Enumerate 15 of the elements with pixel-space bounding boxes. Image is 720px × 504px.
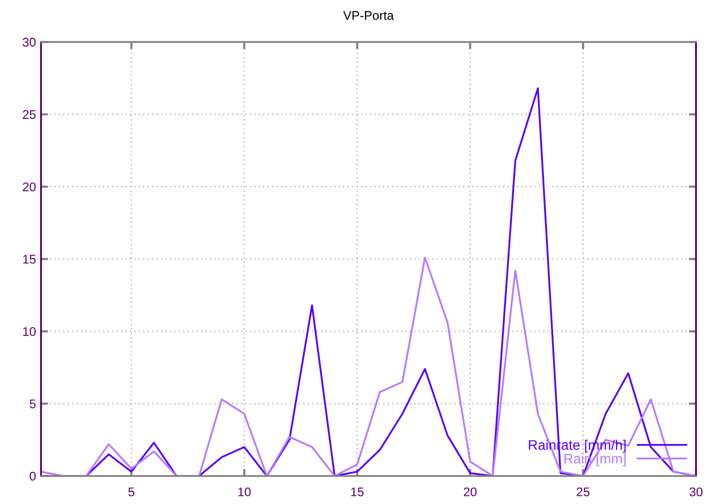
chart-title: VP-Porta [343,11,394,20]
x-tick-label: 15 [351,488,364,496]
x-tick-label: 25 [576,487,590,496]
y-tick-label: 30 [22,38,36,47]
y-tick-label: 20 [22,182,36,192]
x-tick-label: 5 [128,488,134,496]
line-series [41,256,696,476]
x-tick-label: 20 [464,487,477,496]
y-tick-label: 25 [22,110,36,119]
y-tick-label: 10 [23,327,36,336]
y-tick-label: 15 [23,254,36,264]
x-tick-label: 10 [238,487,251,496]
y-tick-label: 5 [30,400,36,408]
y-tick-label: 0 [30,472,36,481]
x-tick-label: 30 [690,487,702,496]
